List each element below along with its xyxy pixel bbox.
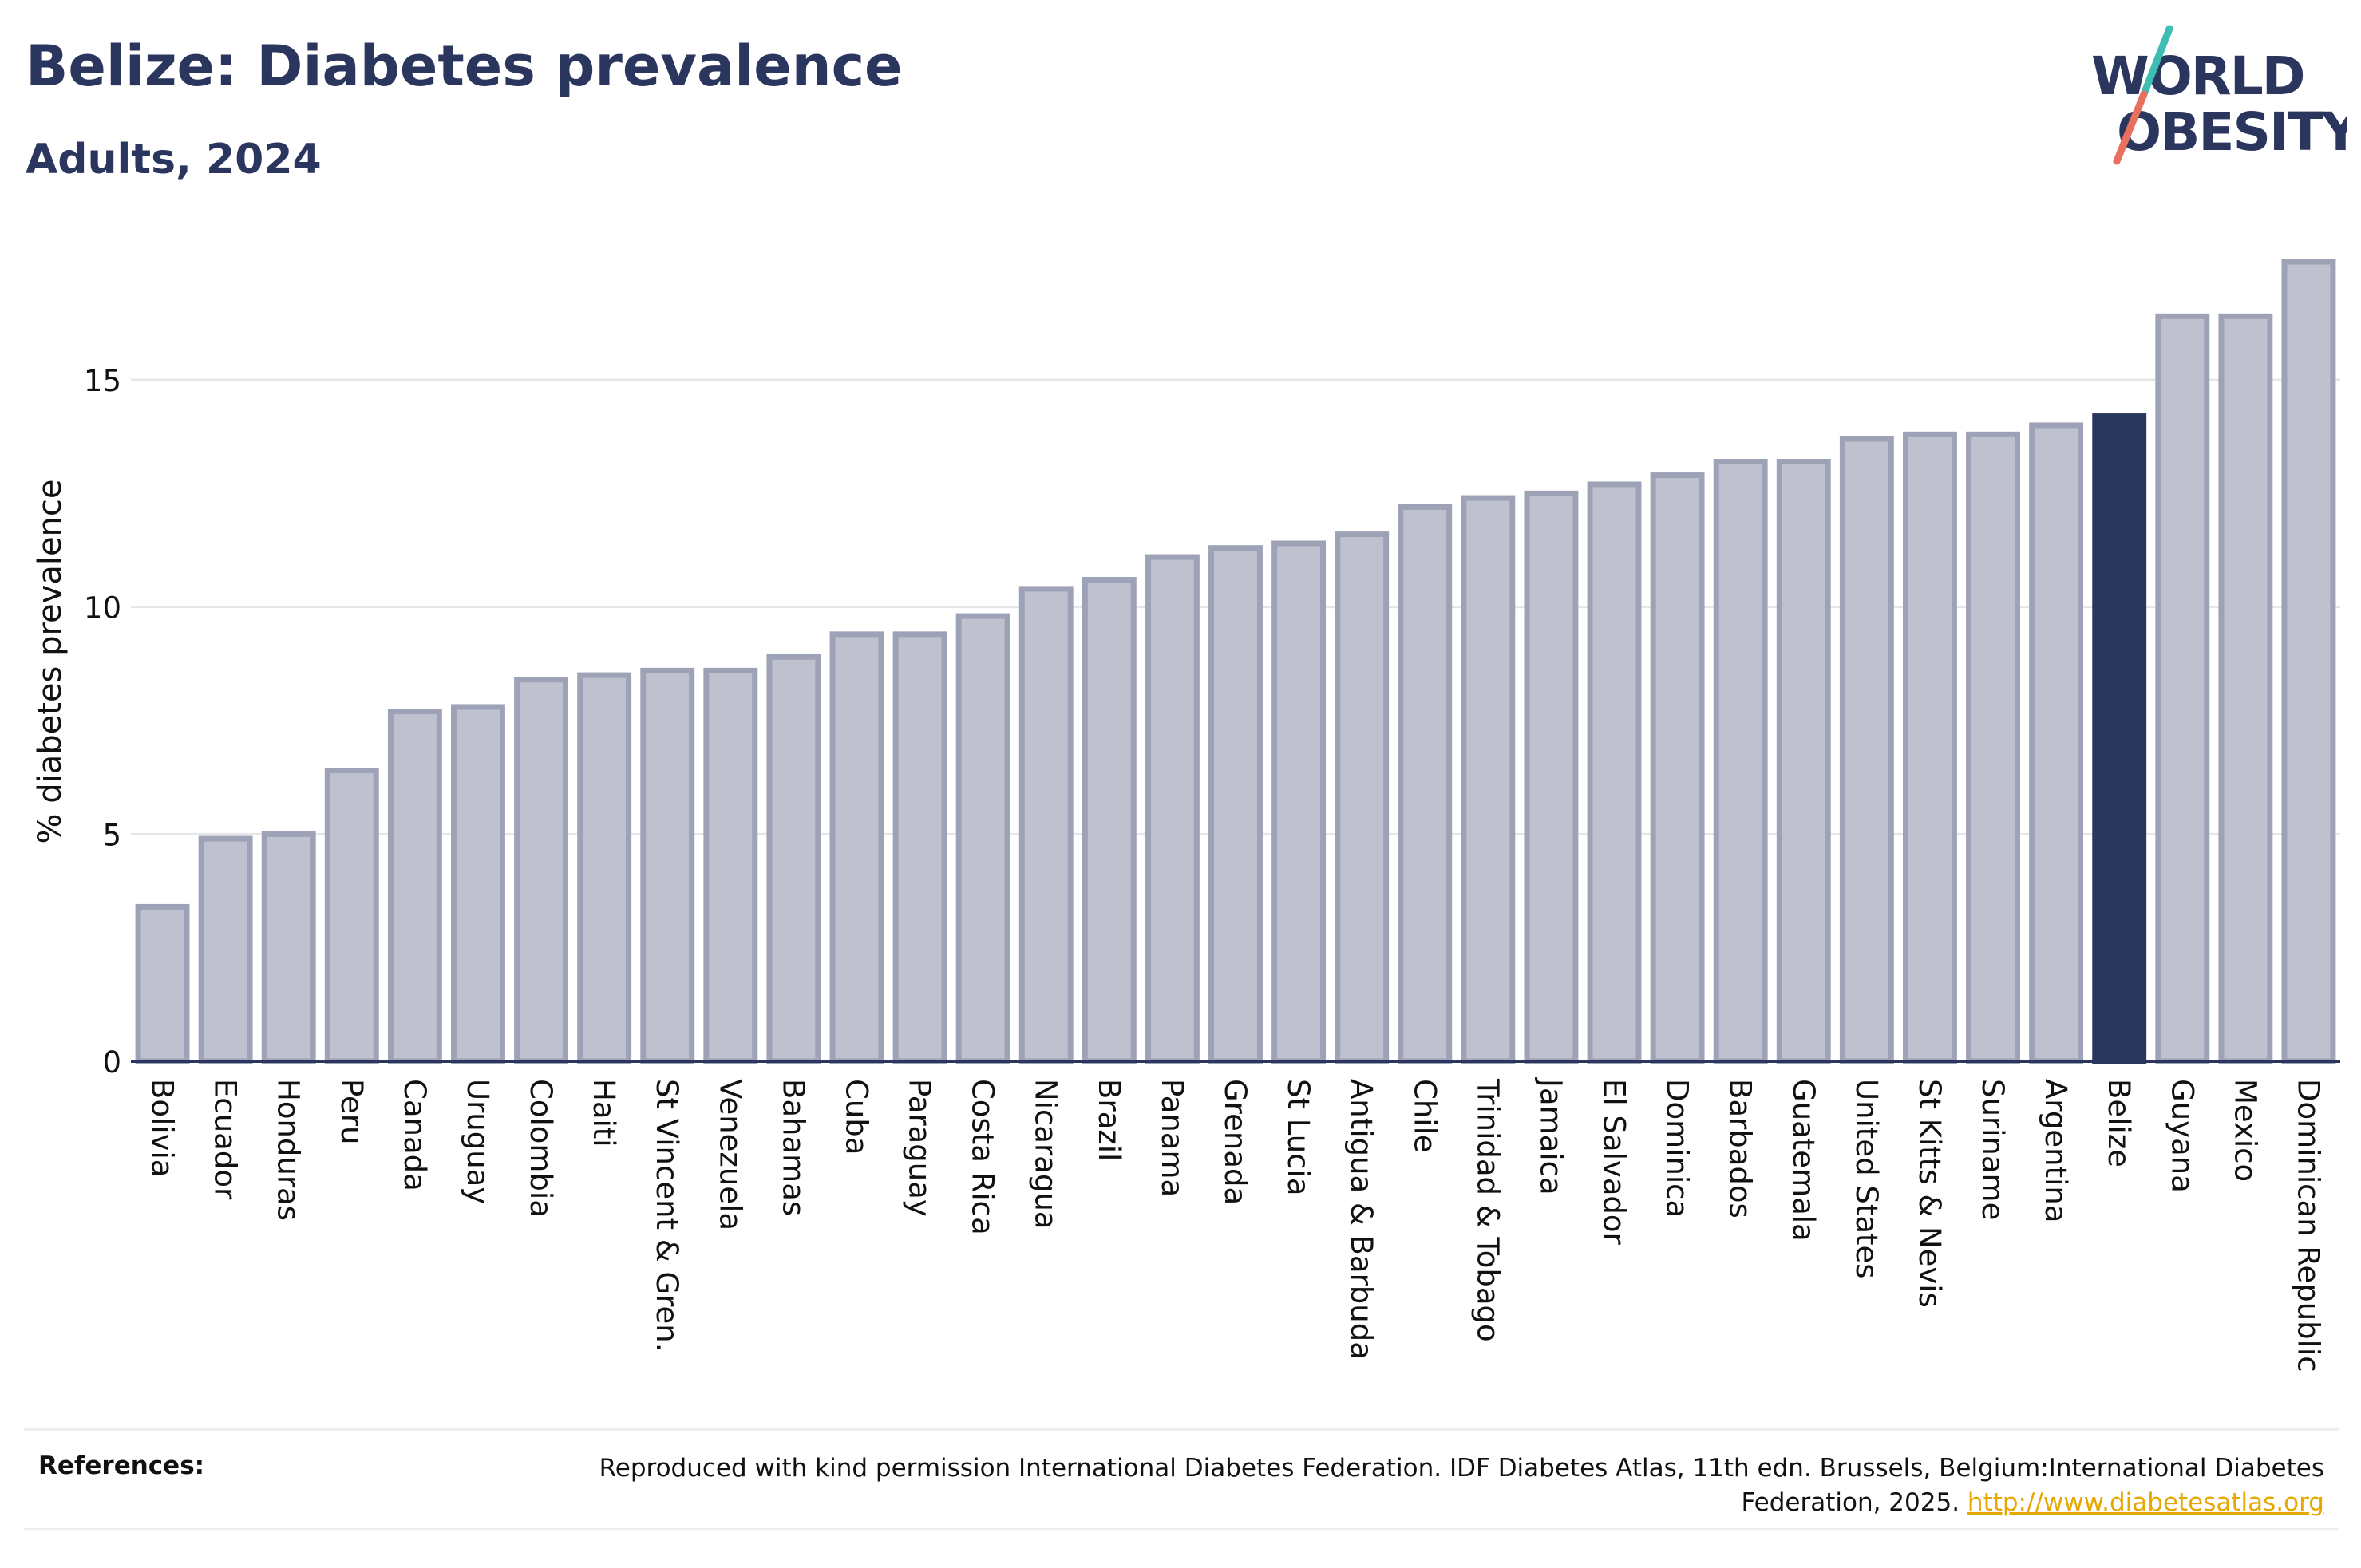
bar-mexico[interactable] [2218,313,2273,1064]
bar-haiti[interactable] [577,672,632,1064]
bar-grenada[interactable] [1208,545,1263,1064]
world-obesity-logo[interactable]: WORLD OBESITY [2075,24,2347,168]
x-tick-label: Nicaragua [1029,1079,1063,1229]
bar-canada[interactable] [387,709,442,1064]
bar-barbados[interactable] [1713,459,1768,1064]
bar-dominican-republic[interactable] [2281,259,2336,1064]
x-tick-label: Venezuela [713,1079,747,1230]
y-tick-label: 10 [84,591,121,626]
x-tick-label: El Salvador [1597,1079,1631,1246]
x-tick-label: Ecuador [208,1079,243,1200]
x-tick-label: Argentina [2039,1079,2073,1222]
bar-brazil[interactable] [1082,577,1137,1064]
bars [135,259,2336,1064]
x-tick-label: Costa Rica [966,1079,1000,1235]
references-text: Reproduced with kind permission Internat… [488,1451,2324,1520]
y-axis-label: % diabetes prevalence [32,479,69,843]
bar-cuba[interactable] [829,631,884,1064]
bar-ecuador[interactable] [198,835,253,1064]
bar-jamaica[interactable] [1524,490,1579,1064]
logo-slash-top [2140,25,2173,98]
x-tick-label: St Vincent & Gren. [650,1079,684,1352]
x-tick-label: Dominican Republic [2291,1079,2325,1372]
x-tick-label: St Kitts & Nevis [1912,1079,1947,1308]
bar-colombia[interactable] [514,677,569,1064]
references-citation: Reproduced with kind permission Internat… [599,1454,2324,1517]
x-tick-label: Bahamas [776,1079,810,1216]
x-tick-label: Mexico [2228,1079,2262,1182]
bar-dominica[interactable] [1650,472,1705,1064]
x-tick-label: United States [1849,1079,1884,1279]
bar-bahamas[interactable] [766,654,821,1064]
chart-title: Belize: Diabetes prevalence [26,34,903,99]
x-tick-label: Paraguay [903,1079,937,1217]
bar-guatemala[interactable] [1776,459,1831,1064]
bar-antigua-barbuda[interactable] [1335,531,1390,1064]
bar-st-vincent-gren[interactable] [640,667,695,1064]
x-tick-label: Canada [397,1079,432,1191]
bar-uruguay[interactable] [451,704,505,1064]
bar-argentina[interactable] [2029,422,2084,1064]
logo-slash-bottom [2113,90,2148,165]
bar-st-lucia[interactable] [1271,540,1327,1064]
y-tick-label: 5 [102,818,121,852]
bar-belize[interactable] [2092,413,2147,1064]
chart-subtitle: Adults, 2024 [26,136,322,184]
bar-venezuela[interactable] [703,667,758,1064]
references-link[interactable]: http://www.diabetesatlas.org [1967,1488,2324,1517]
y-tick-label: 0 [102,1045,121,1080]
x-tick-label: Antigua & Barbuda [1344,1079,1378,1360]
y-tick-labels: 0 5 10 15 [84,364,121,1080]
bar-nicaragua[interactable] [1018,586,1074,1064]
bar-bolivia[interactable] [135,903,190,1064]
x-tick-label: Grenada [1218,1079,1252,1205]
x-tick-label: Guatemala [1786,1079,1821,1242]
bar-guyana[interactable] [2155,313,2210,1064]
x-tick-label: Uruguay [461,1079,495,1204]
x-tick-label: Suriname [1975,1079,2010,1220]
x-tick-label: St Lucia [1281,1079,1315,1195]
bar-costa-rica[interactable] [955,613,1010,1064]
bar-panama[interactable] [1145,554,1200,1064]
x-tick-label: Haiti [587,1079,621,1147]
x-tick-label: Brazil [1092,1079,1126,1161]
x-tick-label: Bolivia [145,1079,180,1177]
x-tick-label: Colombia [524,1079,558,1218]
x-tick-label: Cuba [839,1079,873,1155]
x-tick-label: Guyana [2165,1079,2199,1193]
x-tick-label: Chile [1407,1079,1442,1153]
bar-st-kitts-nevis[interactable] [1902,431,1957,1064]
x-tick-labels: Bolivia Ecuador Honduras Peru Canada Uruguay C… [145,1077,2326,1372]
y-tick-label: 15 [84,364,121,398]
logo-line-world: WORLD [2091,45,2304,107]
x-tick-label: Trinidad & Tobago [1470,1078,1505,1342]
x-tick-label: Belize [2102,1079,2136,1167]
bar-el-salvador[interactable] [1587,481,1642,1064]
references-box: References: Reproduced with kind permiss… [24,1428,2339,1530]
x-tick-label: Dominica [1660,1079,1695,1218]
x-tick-label: Jamaica [1533,1077,1568,1195]
x-tick-label: Peru [334,1079,369,1144]
bar-suriname[interactable] [1966,431,2020,1064]
bar-united-states[interactable] [1839,436,1894,1064]
bar-chile[interactable] [1398,504,1453,1064]
logo-line-obesity: OBESITY [2117,101,2347,163]
references-label: References: [38,1451,205,1480]
bar-peru[interactable] [324,768,379,1064]
bar-trinidad-tobago[interactable] [1461,495,1516,1064]
x-tick-label: Barbados [1723,1079,1758,1218]
x-tick-label: Honduras [271,1079,306,1221]
bar-paraguay[interactable] [892,631,947,1064]
x-tick-label: Panama [1155,1079,1189,1197]
bar-chart: 0 5 10 15 Bolivia Ecuador Honduras Peru Canada U… [32,259,2340,1372]
bar-honduras[interactable] [261,831,316,1064]
